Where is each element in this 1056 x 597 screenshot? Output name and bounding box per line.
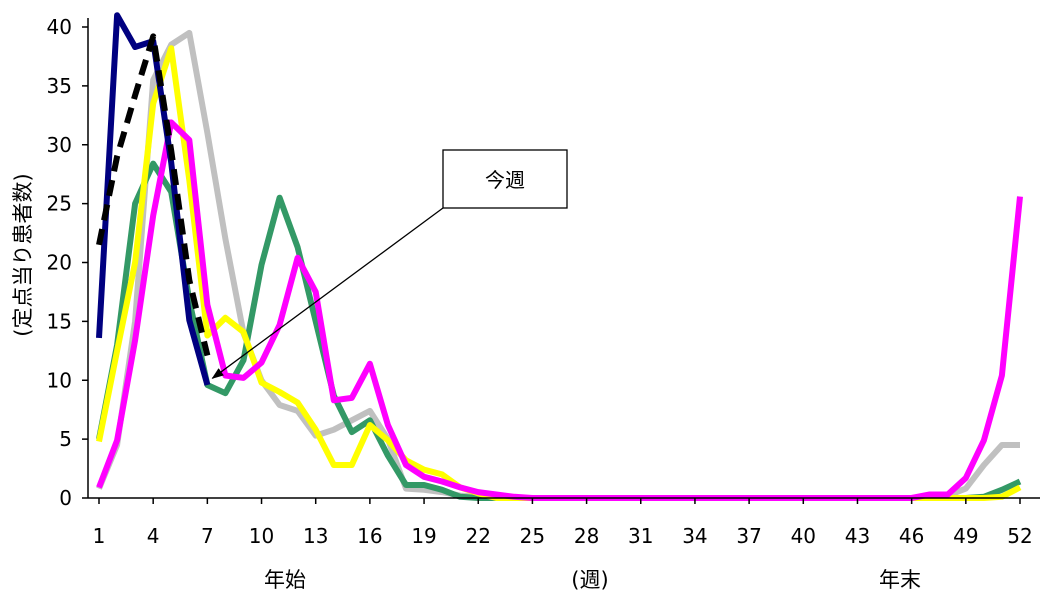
y-tick-label: 5 xyxy=(59,427,72,451)
annotation-arrow xyxy=(211,207,444,379)
series-line-3 xyxy=(96,45,1022,501)
x-tick-label: 4 xyxy=(147,524,160,548)
x-tick-label: 10 xyxy=(249,524,274,548)
y-tick-label: 30 xyxy=(47,133,72,157)
y-axis-ticks: 0 5 10 15 20 25 30 35 40 xyxy=(47,15,88,510)
period-label-end: 年末 xyxy=(879,568,921,592)
x-axis-title: (週) xyxy=(571,568,608,592)
x-tick-label: 28 xyxy=(574,524,599,548)
x-tick-label: 34 xyxy=(682,524,707,548)
y-tick-label: 15 xyxy=(47,309,72,333)
y-tick-label: 10 xyxy=(47,368,72,392)
series-line-6 xyxy=(96,33,211,357)
x-tick-label: 25 xyxy=(520,524,545,548)
y-tick-label: 0 xyxy=(59,486,72,510)
x-tick-label: 13 xyxy=(303,524,328,548)
annotation-label: 今週 xyxy=(485,168,525,192)
x-tick-label: 7 xyxy=(201,524,214,548)
x-tick-label: 49 xyxy=(953,524,978,548)
x-tick-label: 52 xyxy=(1007,524,1032,548)
annotation-this-week: 今週 xyxy=(211,149,568,379)
period-label-start: 年始 xyxy=(264,568,306,592)
y-tick-label: 20 xyxy=(47,251,72,275)
annotation-box xyxy=(442,149,568,209)
series-layer xyxy=(96,12,1023,501)
x-tick-label: 31 xyxy=(628,524,653,548)
x-tick-label: 37 xyxy=(736,524,761,548)
x-tick-label: 22 xyxy=(466,524,491,548)
x-tick-label: 46 xyxy=(899,524,924,548)
y-axis-title: (定点当り患者数) xyxy=(11,173,35,336)
y-tick-label: 40 xyxy=(47,15,72,39)
x-axis-ticks: 1 4 7 10 13 16 19 22 25 28 31 34 37 40 43 46 49 52 xyxy=(93,498,1033,548)
x-tick-label: 1 xyxy=(93,524,106,548)
x-tick-label: 16 xyxy=(357,524,382,548)
x-tick-label: 19 xyxy=(411,524,436,548)
series-line-1 xyxy=(96,29,1020,501)
x-tick-label: 43 xyxy=(845,524,870,548)
y-tick-label: 35 xyxy=(47,74,72,98)
x-tick-label: 40 xyxy=(791,524,816,548)
y-tick-label: 25 xyxy=(47,192,72,216)
